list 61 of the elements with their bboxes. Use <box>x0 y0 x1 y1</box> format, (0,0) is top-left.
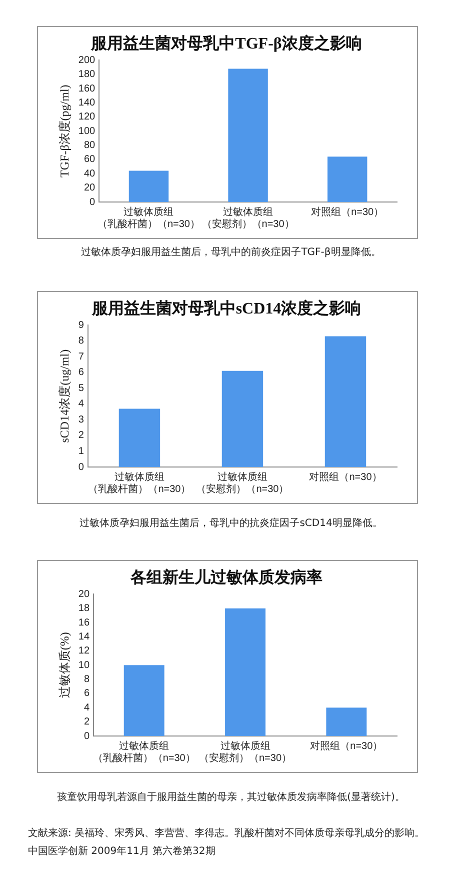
y-tick-label: 180 <box>78 69 96 80</box>
bar <box>228 68 268 202</box>
bar <box>128 170 169 202</box>
y-tick-label: 16 <box>78 617 90 628</box>
y-tick-label: 8 <box>84 674 90 686</box>
y-tick-label: 140 <box>78 97 96 108</box>
text: 过敏体质孕妇服用益生菌后，母乳中的前炎症因子TGF-β明显降低。 <box>80 246 382 259</box>
y-axis-title: sCD14浓度(ug/ml) <box>57 349 72 443</box>
y-tick-label: 100 <box>78 126 96 137</box>
x-tick-label: 过敏体质组（安慰剂）（n=30） <box>196 470 289 495</box>
text: 过敏体质孕妇服用益生菌后，母乳中的抗炎症因子sCD14明显降低。 <box>78 516 384 530</box>
bar <box>222 370 264 467</box>
chart-title: 服用益生菌对母乳中TGF-β浓度之影响 <box>90 34 362 53</box>
x-tick-label: 过敏体质组（乳酸杆菌）（n=30） <box>88 470 191 495</box>
bar <box>326 708 367 736</box>
text: 中国医学创新 2009年11月 第六卷第32期 <box>28 844 216 858</box>
y-tick-label: 18 <box>78 603 90 614</box>
y-axis-title: TGF-β浓度(pg/ml) <box>57 84 72 178</box>
y-tick-label: 4 <box>84 702 90 714</box>
y-tick-label: 9 <box>78 320 84 331</box>
y-tick-label: 200 <box>78 54 96 66</box>
y-tick-label: 1 <box>78 446 84 457</box>
y-tick-label: 12 <box>78 646 90 657</box>
bar <box>118 408 160 467</box>
y-tick-label: 20 <box>78 588 90 600</box>
y-tick-label: 120 <box>78 112 96 123</box>
x-tick-label: 过敏体质组（乳酸杆菌）（n=30） <box>97 206 200 230</box>
y-tick-label: 0 <box>78 462 84 473</box>
y-tick-label: 14 <box>78 631 90 642</box>
x-tick-label: 过敏体质组（安慰剂）（n=30） <box>198 740 292 764</box>
y-tick-label: 6 <box>78 367 84 378</box>
x-tick-label: 对照组（n=30） <box>309 470 382 483</box>
y-tick-label: 2 <box>78 430 84 442</box>
x-tick-label: 过敏体质组（安慰剂）（n=30） <box>202 206 294 230</box>
bar <box>225 608 266 736</box>
y-tick-label: 2 <box>84 716 90 728</box>
y-tick-label: 80 <box>84 140 96 152</box>
y-tick-label: 160 <box>78 83 96 94</box>
y-tick-label: 5 <box>78 382 84 394</box>
x-tick-label: 对照组（n=30） <box>310 740 383 752</box>
x-tick-label: 过敏体质组（乳酸杆菌）（n=30） <box>92 740 196 764</box>
y-axis-title: 过敏体质(%) <box>57 632 72 698</box>
text: 文献来源: 吴福玲、宋秀风、李营营、李得志。乳酸杆菌对不同体质母亲母乳成分的影响。 <box>28 826 425 840</box>
y-tick-label: 60 <box>84 154 96 166</box>
y-tick-label: 8 <box>78 336 84 347</box>
y-tick-label: 40 <box>84 168 96 180</box>
chart-title: 各组新生儿过敏体质发病率 <box>130 568 322 587</box>
chart-title: 服用益生菌对母乳中sCD14浓度之影响 <box>90 298 362 318</box>
y-tick-label: 20 <box>84 182 96 194</box>
y-tick-label: 0 <box>90 196 96 208</box>
y-tick-label: 7 <box>78 351 84 362</box>
bar <box>327 156 368 202</box>
y-tick-label: 10 <box>78 660 90 671</box>
y-tick-label: 6 <box>84 688 90 700</box>
bar <box>124 665 164 736</box>
y-tick-label: 4 <box>78 398 84 410</box>
text: 孩童饮用母乳若源自于服用益生菌的母亲，其过敏体质发病率降低(显著统计)。 <box>56 790 406 804</box>
x-tick-label: 对照组（n=30） <box>311 206 384 218</box>
y-tick-label: 0 <box>84 730 90 742</box>
y-tick-label: 3 <box>78 414 84 426</box>
bar <box>324 336 366 467</box>
